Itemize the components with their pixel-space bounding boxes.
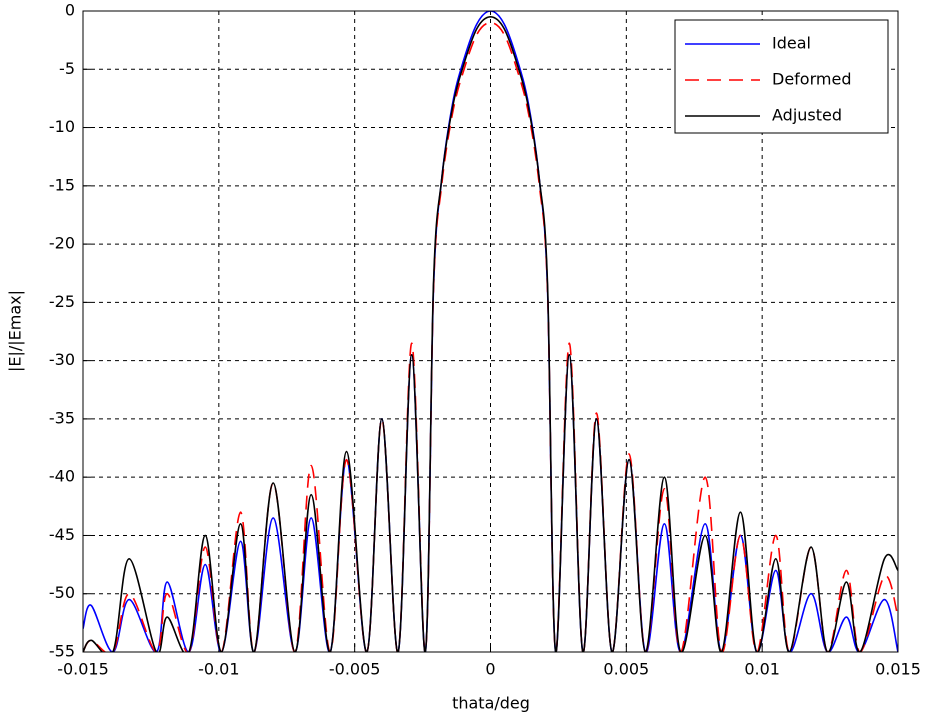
- y-tick-label: -55: [49, 642, 75, 661]
- x-tick-label: -0.005: [329, 660, 381, 679]
- y-axis-label: |E|/|Emax|: [6, 290, 25, 372]
- legend-label: Deformed: [772, 70, 851, 89]
- y-tick-label: -5: [59, 59, 75, 78]
- x-tick-label: -0.01: [198, 660, 239, 679]
- y-tick-label: -45: [49, 525, 75, 544]
- x-axis-label: thata/deg: [452, 694, 530, 713]
- legend-label: Ideal: [772, 34, 811, 53]
- x-tick-label: 0.005: [603, 660, 649, 679]
- y-tick-label: -10: [49, 117, 75, 136]
- y-tick-label: -20: [49, 234, 75, 253]
- y-tick-label: -25: [49, 292, 75, 311]
- y-tick-label: -35: [49, 408, 75, 427]
- x-tick-label: 0.015: [875, 660, 921, 679]
- y-tick-label: 0: [65, 1, 75, 20]
- series: [83, 16, 898, 652]
- y-tick-label: -40: [49, 467, 75, 486]
- series-line: [83, 16, 898, 652]
- legend-box: [674, 19, 889, 134]
- x-tick-label: 0: [485, 660, 495, 679]
- axes-box: [82, 10, 899, 653]
- x-tick-label: -0.015: [57, 660, 109, 679]
- legend-label: Adjusted: [772, 106, 842, 125]
- x-tick-label: 0.01: [744, 660, 780, 679]
- y-tick-label: -30: [49, 350, 75, 369]
- y-tick-label: -50: [49, 583, 75, 602]
- y-tick-label: -15: [49, 175, 75, 194]
